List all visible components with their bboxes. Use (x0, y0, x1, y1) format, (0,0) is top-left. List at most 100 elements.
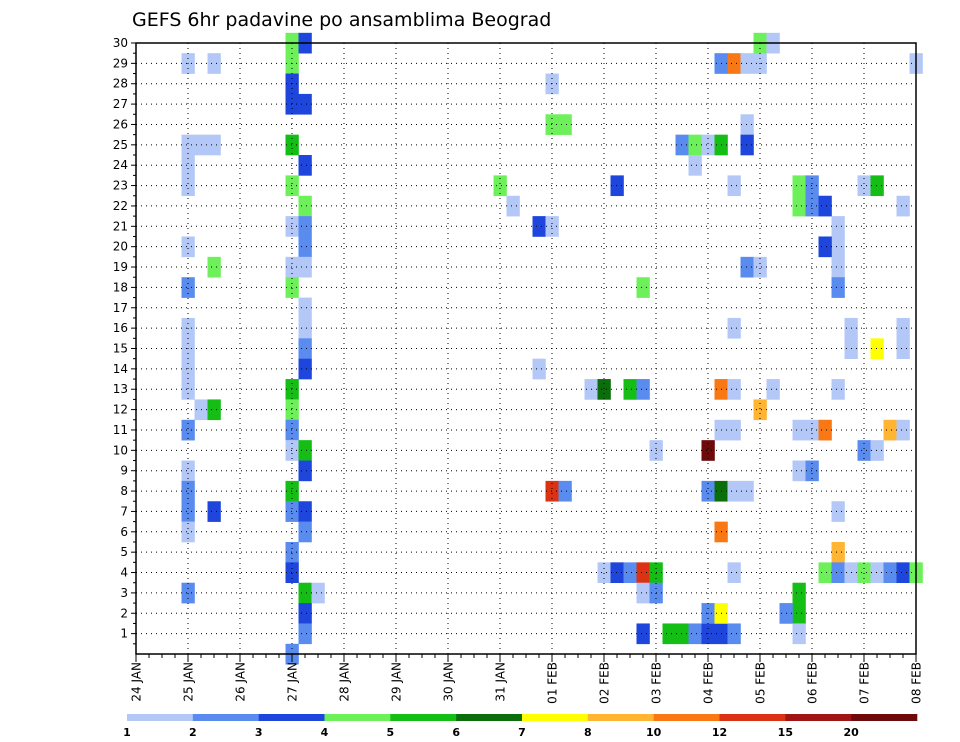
precip-cell (285, 134, 299, 156)
precip-cell (181, 521, 195, 543)
precip-cell (857, 440, 871, 461)
legend-swatch (785, 714, 852, 721)
x-tick-label: 26 JAN (234, 662, 248, 702)
precip-cell (675, 134, 689, 156)
precip-cell (558, 480, 572, 502)
precip-cell (285, 93, 299, 115)
precip-cell (792, 175, 806, 197)
precip-cell (181, 419, 195, 441)
precip-cell (207, 399, 221, 421)
legend-label: 1 (123, 726, 131, 739)
precip-cell (285, 419, 299, 441)
legend-label: 6 (452, 726, 460, 739)
precip-cell (298, 460, 312, 482)
y-tick-label: 18 (113, 280, 128, 294)
precip-cell (298, 256, 312, 278)
precip-cell (597, 562, 611, 584)
precip-cell (831, 236, 845, 258)
y-tick-label: 2 (120, 606, 128, 620)
precip-cell (285, 541, 299, 563)
y-tick-label: 7 (120, 504, 128, 518)
precip-cell (688, 623, 702, 645)
x-tick-label: 25 JAN (182, 662, 196, 702)
precip-cell (805, 195, 819, 217)
precip-cell (727, 379, 741, 400)
precip-cell (818, 195, 832, 217)
precip-cell (870, 338, 884, 359)
precip-cell (298, 358, 312, 380)
precip-cell (285, 480, 299, 502)
precip-cell (181, 358, 195, 380)
y-tick-label: 28 (113, 77, 128, 91)
precip-cell (792, 195, 806, 217)
precip-cell (298, 338, 312, 359)
precip-cell (896, 562, 910, 584)
x-tick-label: 31 JAN (494, 662, 508, 702)
precip-cell (298, 195, 312, 217)
precip-cell (831, 277, 845, 298)
precip-cell (298, 623, 312, 645)
y-tick-label: 1 (120, 627, 128, 641)
precip-cell (623, 379, 637, 400)
precip-cell (285, 399, 299, 421)
precip-cell (701, 480, 715, 502)
precip-cell (792, 460, 806, 482)
precip-cell (727, 623, 741, 645)
y-tick-label: 14 (113, 362, 128, 376)
y-tick-label: 3 (120, 586, 128, 600)
y-tick-label: 22 (113, 199, 128, 213)
x-tick-label: 28 JAN (338, 662, 352, 702)
y-tick-label: 9 (120, 464, 128, 478)
y-tick-label: 29 (113, 56, 128, 70)
precip-cell (831, 541, 845, 563)
legend-label: 5 (387, 726, 395, 739)
x-tick-label: 29 JAN (390, 662, 404, 702)
y-tick-label: 5 (120, 545, 128, 559)
precip-cell (636, 623, 650, 645)
x-tick-label: 06 FEB (806, 662, 820, 704)
precip-cell (207, 53, 221, 74)
legend-swatch (456, 714, 523, 721)
precip-cell (298, 297, 312, 319)
precip-cell (181, 134, 195, 156)
precip-cell (727, 53, 741, 74)
legend-swatch (587, 714, 654, 721)
precip-cell (298, 582, 312, 604)
precip-cell (181, 175, 195, 197)
precip-cell (532, 216, 546, 237)
legend-label: 4 (321, 726, 329, 739)
x-tick-label: 24 JAN (130, 662, 144, 702)
precip-cell (883, 419, 897, 441)
precip-cell (181, 379, 195, 400)
precip-cell (207, 134, 221, 156)
precip-cell (688, 155, 702, 176)
precip-cell (207, 256, 221, 278)
precip-cell (805, 419, 819, 441)
legend: 1 2 3 4 5 6 7 8 10 12 15 20 (123, 714, 918, 739)
legend-label: 8 (584, 726, 592, 739)
precip-cell (285, 440, 299, 461)
precip-cell (285, 379, 299, 400)
precip-cell (740, 134, 754, 156)
precip-cell (857, 175, 871, 197)
y-tick-label: 10 (113, 443, 128, 457)
chart-title: GEFS 6hr padavine po ansamblima Beograd (132, 9, 551, 31)
y-tick-label: 6 (120, 525, 128, 539)
precip-cell (792, 419, 806, 441)
legend-label: 3 (255, 726, 263, 739)
precip-cell (493, 175, 507, 197)
precip-cell (831, 216, 845, 237)
precip-cell (870, 440, 884, 461)
x-tick-label: 07 FEB (858, 662, 872, 704)
y-tick-label: 19 (113, 260, 128, 274)
precip-cell (831, 256, 845, 278)
precip-cell (298, 521, 312, 543)
precip-cell (818, 236, 832, 258)
x-tick-label: 30 JAN (442, 662, 456, 702)
precip-cell (792, 603, 806, 624)
precip-cell (298, 236, 312, 258)
precip-cell (636, 379, 650, 400)
precip-cell (870, 175, 884, 197)
legend-label: 7 (518, 726, 526, 739)
legend-label: 20 (844, 726, 860, 739)
